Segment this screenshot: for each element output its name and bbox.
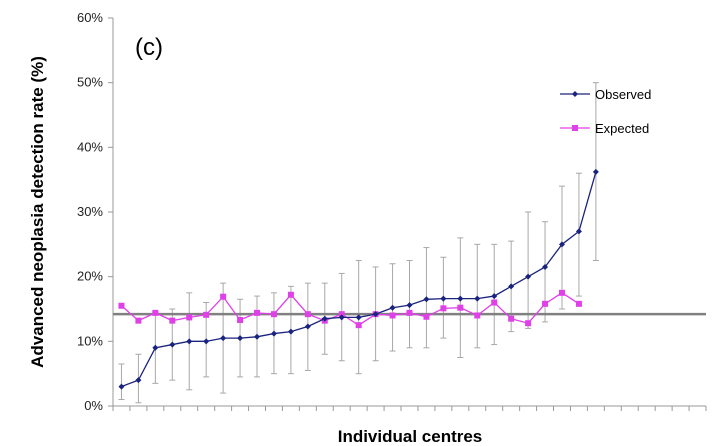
observed-point: [203, 338, 210, 345]
y-tick-label: 0%: [84, 398, 103, 413]
observed-point: [338, 314, 345, 321]
expected-point: [575, 300, 582, 307]
panel-label: (c): [135, 34, 163, 61]
y-tick-label: 40%: [77, 139, 103, 154]
y-tick-label: 10%: [77, 333, 103, 348]
observed-point: [118, 383, 125, 390]
legend-label: Observed: [595, 87, 651, 102]
expected-point: [287, 291, 294, 298]
expected-point: [220, 293, 227, 300]
series-observed: [118, 168, 599, 390]
expected-point: [270, 311, 277, 318]
expected-point: [389, 312, 396, 319]
observed-point: [237, 335, 244, 342]
expected-point: [558, 289, 565, 296]
observed-point: [304, 323, 311, 330]
observed-point: [270, 330, 277, 337]
expected-point: [118, 302, 125, 309]
expected-point: [474, 312, 481, 319]
legend-item-expected: Expected: [560, 121, 649, 136]
error-bars-layer: [118, 82, 599, 404]
observed-point: [287, 328, 294, 335]
y-tick-label: 20%: [77, 269, 103, 284]
observed-point: [423, 296, 430, 303]
legend: Observed Expected: [560, 87, 651, 136]
series-layer: [118, 168, 599, 390]
observed-point: [220, 335, 227, 342]
legend-label: Expected: [595, 121, 649, 136]
axes-layer: 0% 10% 20% 30% 40% 50% 60%: [77, 10, 707, 413]
expected-point: [491, 299, 498, 306]
expected-point: [508, 315, 515, 322]
y-axis-label: Advanced neoplasia detection rate (%): [28, 56, 47, 368]
expected-point: [338, 311, 345, 318]
x-axis-label: Individual centres: [338, 427, 483, 446]
expected-point: [203, 311, 210, 318]
expected-point: [542, 300, 549, 307]
expected-point: [237, 316, 244, 323]
observed-point: [592, 168, 599, 175]
series-expected: [118, 289, 582, 329]
legend-swatch-marker: [572, 125, 578, 131]
observed-point: [575, 228, 582, 235]
observed-point: [491, 293, 498, 300]
expected-point: [440, 305, 447, 312]
legend-swatch-marker: [572, 91, 578, 97]
expected-point: [135, 317, 142, 324]
observed-point: [474, 295, 481, 302]
expected-point: [457, 304, 464, 311]
observed-point: [169, 341, 176, 348]
expected-point: [186, 314, 193, 321]
expected-line: [121, 292, 580, 326]
observed-point: [508, 283, 515, 290]
expected-point: [525, 320, 532, 327]
expected-point: [423, 313, 430, 320]
observed-point: [406, 302, 413, 309]
observed-point: [372, 311, 379, 318]
expected-point: [254, 309, 261, 316]
observed-point: [558, 241, 565, 248]
expected-point: [304, 311, 311, 318]
expected-point: [406, 309, 413, 316]
observed-point: [542, 263, 549, 270]
observed-point: [152, 344, 159, 351]
observed-point: [355, 314, 362, 321]
observed-point: [440, 295, 447, 302]
expected-point: [152, 309, 159, 316]
legend-item-observed: Observed: [560, 87, 651, 102]
expected-point: [169, 317, 176, 324]
observed-point: [389, 304, 396, 311]
expected-point: [355, 322, 362, 329]
observed-point: [321, 315, 328, 322]
y-tick-label: 50%: [77, 75, 103, 90]
y-tick-label: 30%: [77, 204, 103, 219]
observed-point: [186, 338, 193, 345]
y-tick-label: 60%: [77, 10, 103, 25]
observed-point: [457, 295, 464, 302]
observed-point: [254, 333, 261, 340]
observed-point: [525, 273, 532, 280]
observed-point: [135, 377, 142, 384]
